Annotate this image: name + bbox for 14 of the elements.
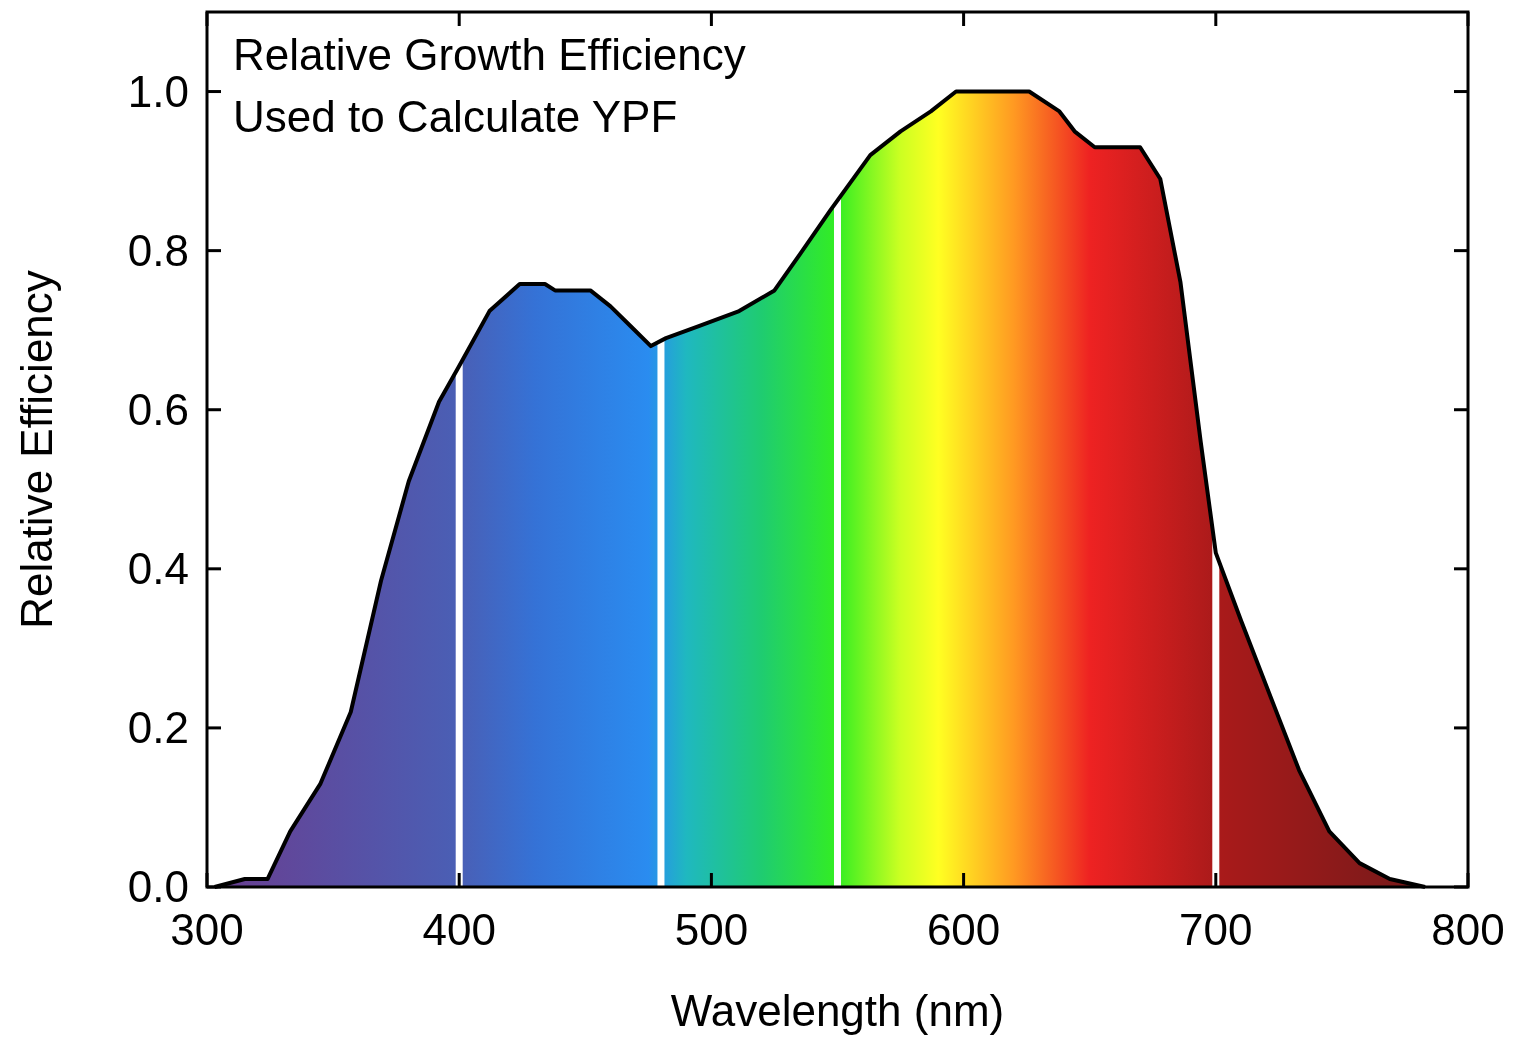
annotation: Relative Growth Efficiency [233, 30, 746, 79]
y-tick-label: 0.4 [127, 544, 189, 594]
x-axis-title: Wavelength (nm) [670, 986, 1005, 1035]
x-tick-label: 500 [674, 905, 749, 954]
y-tick-label: 1.0 [127, 66, 189, 116]
y-tick-label: 0.2 [127, 703, 189, 753]
x-tick-label: 800 [1431, 905, 1505, 954]
y-tick-label: 0.8 [127, 226, 189, 276]
x-tick-label: 600 [926, 905, 1001, 954]
y-tick-label: 0.6 [127, 385, 189, 435]
y-axis-title: Relative Efficiency [12, 270, 61, 629]
x-tick-label: 700 [1179, 905, 1253, 954]
annotation: Used to Calculate YPF [233, 92, 678, 141]
x-tick-label: 400 [422, 905, 496, 954]
